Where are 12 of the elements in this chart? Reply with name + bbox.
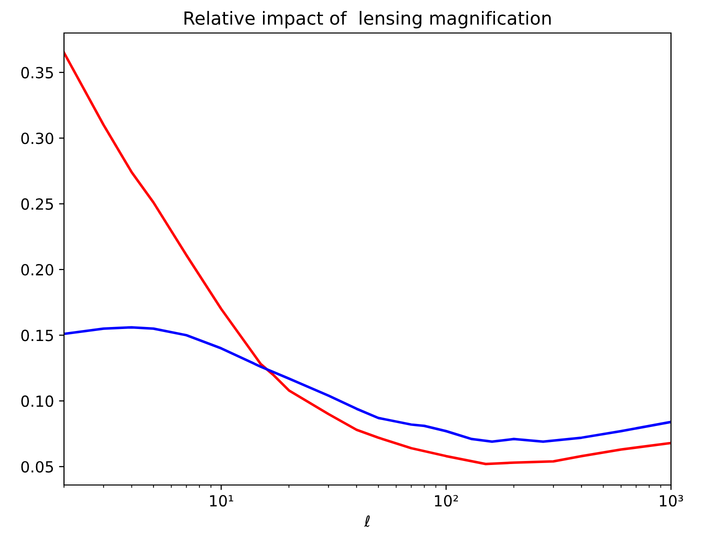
- y-tick-label: 0.10: [21, 395, 54, 407]
- y-tick-label: 0.15: [21, 330, 53, 342]
- y-tick-label: 0.25: [21, 198, 53, 210]
- x-axis-title: ℓ: [364, 515, 370, 527]
- chart-title: Relative impact of lensing magnification: [184, 10, 551, 28]
- y-tick-label: 0.30: [21, 132, 54, 144]
- y-tick-label: 0.05: [21, 461, 53, 473]
- y-tick-label: 0.35: [21, 66, 53, 78]
- x-tick-label: 10²: [434, 494, 458, 507]
- x-tick-label: 10³: [660, 494, 684, 507]
- x-tick-label: 10¹: [210, 494, 234, 507]
- y-tick-label: 0.20: [21, 264, 54, 276]
